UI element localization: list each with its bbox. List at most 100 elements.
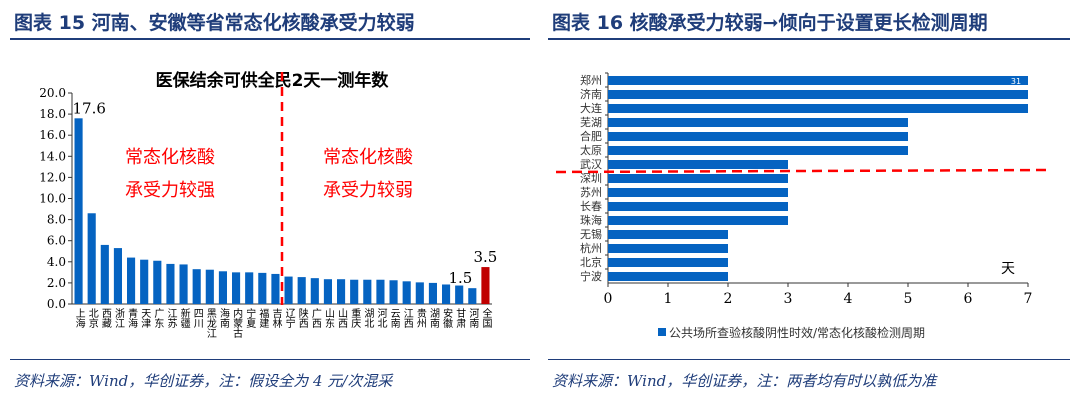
bar: [389, 280, 398, 304]
bar: [323, 279, 332, 304]
bar: [218, 271, 227, 304]
x-tick-label: 甘肃: [454, 307, 466, 329]
legend-swatch: [658, 328, 666, 336]
bar: [258, 272, 267, 304]
x-tick-label: 河北: [375, 308, 387, 328]
x-tick-label: 江苏: [165, 308, 177, 329]
x-tick-label: 吉林: [270, 308, 282, 329]
bar: [350, 279, 359, 304]
bar: [415, 282, 424, 304]
bar: [245, 272, 254, 304]
bar: [205, 269, 214, 304]
data-label: 17.6: [73, 99, 106, 117]
right-panel: 图表 16 核酸承受力较弱➞倾向于设置更长检测周期 0 1 2 3 4 5 6 7 郑州 31 济南…: [548, 0, 1070, 401]
right-source: 资料来源：Wind，华创证券，注：两者均有时以孰低为准: [552, 372, 937, 390]
annotation: 常态化核酸: [125, 147, 215, 168]
x-tick-label: 海南: [217, 307, 229, 328]
y-tick-label: 深圳: [580, 172, 602, 185]
x-tick-label: 西藏: [99, 308, 111, 329]
y-tick-label: 大连: [580, 101, 602, 115]
y-tick-label: 14.0: [39, 149, 66, 163]
y-tick-label: 0.0: [47, 297, 66, 311]
bar: [608, 258, 728, 267]
bar: [468, 288, 477, 304]
x-tick-label: 新疆: [178, 307, 190, 329]
y-tick-label: 珠海: [580, 213, 602, 227]
bar: [455, 285, 464, 304]
x-tick-label: 上海: [73, 308, 85, 329]
y-tick-label: 芜湖: [580, 115, 602, 129]
bar: [608, 90, 1028, 99]
right-figure-header: 图表 16 核酸承受力较弱➞倾向于设置更长检测周期: [552, 12, 988, 34]
divider: [10, 359, 530, 360]
bar: [74, 118, 83, 304]
x-tick-label: 湖北: [362, 308, 374, 328]
bar: [608, 244, 728, 253]
bar: [402, 281, 411, 304]
bar: [140, 259, 149, 304]
bar: [127, 257, 136, 304]
bar: [376, 279, 385, 304]
y-tick-label: 宁波: [580, 269, 602, 283]
x-tick-label: 广东: [152, 308, 164, 328]
bar: [192, 269, 201, 304]
x-tick-label: 广西: [309, 308, 321, 328]
bar: [297, 277, 306, 304]
bar: [166, 263, 175, 304]
x-tick-label: 重庆: [349, 307, 361, 329]
bar: [608, 132, 908, 141]
bar: [608, 272, 728, 281]
x-tick-label: 安徽: [441, 307, 453, 329]
x-tick-label: 山西: [336, 308, 348, 328]
bar: [363, 279, 372, 304]
chart-title: 医保结余可供全民2天一测年数: [156, 70, 390, 91]
bar: [428, 282, 437, 304]
data-label: 3.5: [474, 248, 498, 266]
data-label: 31: [1011, 77, 1021, 86]
y-tick-label: 2.0: [47, 276, 66, 290]
annotation: 常态化核酸: [323, 147, 413, 168]
left-source: 资料来源：Wind，华创证券，注：假设全为 4 元/次混采: [14, 372, 393, 390]
y-tick-label: 郑州: [580, 73, 602, 87]
bar: [284, 276, 293, 304]
left-chart: 医保结余可供全民2天一测年数 0.0 2.0 4.0 6.0 8.0 10.0 12.0 14.…: [39, 70, 498, 339]
x-tick-label: 贵州: [414, 307, 426, 328]
x-tick-label: 黑龙江: [204, 308, 216, 338]
bar: [608, 76, 1028, 85]
x-tick-label: 4: [844, 291, 853, 307]
bar: [608, 202, 788, 211]
bar: [153, 260, 162, 304]
y-tick-label: 北京: [580, 255, 602, 269]
x-tick-label: 江西: [401, 308, 413, 328]
bar: [608, 174, 788, 183]
bar: [608, 230, 728, 239]
right-chart: 0 1 2 3 4 5 6 7 郑州 31 济南大连芜湖合肥太原武汉深圳苏州长春珠海无锡杭州北京宁波…: [555, 72, 1051, 340]
bar: [442, 284, 451, 304]
bar: [232, 272, 241, 304]
bar: [608, 188, 788, 197]
annotation: 承受力较弱: [323, 180, 413, 201]
bar: [608, 118, 908, 127]
y-tick-label: 武汉: [580, 158, 602, 171]
x-tick-label: 天津: [139, 308, 151, 329]
y-tick-label: 16.0: [39, 128, 66, 142]
x-tick-label: 辽宁: [283, 308, 295, 328]
x-tick-label: 全国: [480, 307, 492, 329]
bar: [608, 146, 908, 155]
data-label: 1.5: [448, 269, 472, 287]
y-tick-label: 杭州: [580, 241, 602, 255]
y-tick-label: 苏州: [580, 186, 602, 199]
y-tick-label: 合肥: [580, 129, 602, 143]
x-tick-label: 湖南: [427, 308, 439, 328]
divider-line: [555, 168, 1051, 174]
y-tick-label: 12.0: [39, 170, 66, 184]
annotation: 承受力较强: [125, 180, 215, 201]
x-tick-label: 青海: [126, 307, 138, 329]
x-tick-label: 四川: [191, 308, 203, 328]
y-tick-label: 济南: [580, 87, 602, 101]
x-tick-label: 云南: [388, 308, 400, 328]
x-tick-label: 河南: [467, 308, 479, 328]
x-tick-label: 宁夏: [244, 307, 256, 328]
x-tick-label: 1: [664, 291, 673, 307]
divider: [548, 38, 1070, 40]
